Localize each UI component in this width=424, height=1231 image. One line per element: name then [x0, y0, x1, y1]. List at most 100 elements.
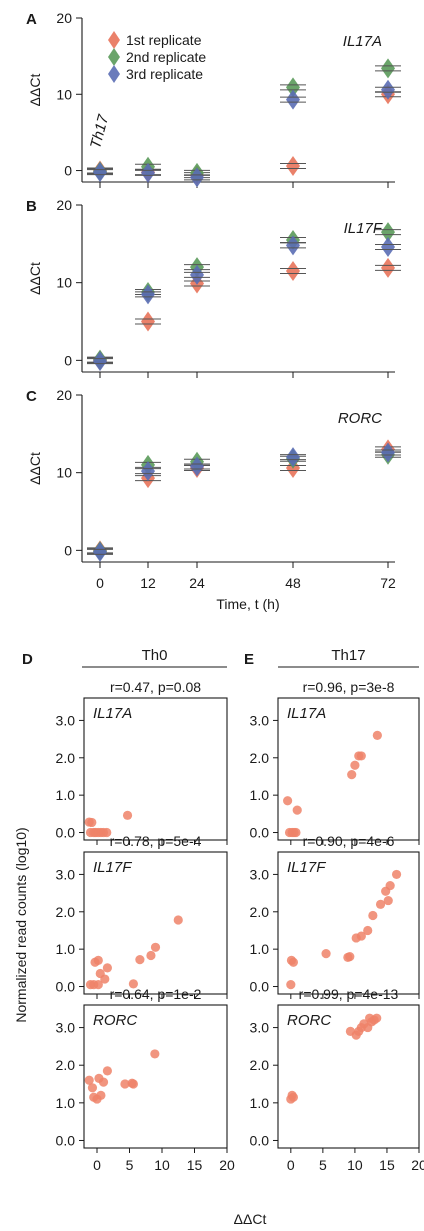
panel-a-letter: A: [26, 11, 37, 28]
panel-a-marker-2: [381, 58, 395, 79]
scatter-th17-il17f-point: [383, 895, 393, 906]
panel-c-y-label: ΔΔCt: [27, 452, 43, 485]
column-title-th17: Th17: [331, 647, 365, 664]
panel-b-marker-3: [190, 264, 204, 285]
panel-c-marker-3: [190, 456, 204, 477]
scatter-th17-il17f-point: [391, 869, 402, 880]
scatter-th0-il17f-point: [93, 980, 103, 990]
panel-a-marker-3: [190, 167, 204, 188]
panel-b-marker-3: [286, 235, 300, 256]
panel-b-marker-3: [93, 351, 107, 372]
panel-c-marker-3: [286, 447, 300, 468]
panel-b-marker-1: [381, 257, 395, 278]
scatter-th0-rorc-y-tick-label: 2.0: [56, 1057, 76, 1073]
scatter-th0-rorc-x-tick-label: 20: [219, 1157, 235, 1173]
scatter-th0-il17f-point: [128, 979, 138, 989]
scatter-th17-il17f-stats: r=0.90, p=4e-6: [303, 833, 395, 849]
scatter-th0-il17a-point: [102, 827, 112, 838]
panel-a-marker-3: [141, 162, 155, 183]
scatter-th17-rorc-x-tick-label: 10: [347, 1157, 363, 1173]
time-tick-label: 24: [189, 575, 205, 591]
scatter-th0-rorc-point: [120, 1079, 130, 1089]
scatter-th0-rorc-point: [128, 1079, 138, 1089]
scatter-th0-il17a-y-tick-label: 2.0: [56, 750, 76, 766]
scatter-th17-il17a-frame: [277, 697, 420, 841]
scatter-th17-il17f-frame: [277, 851, 420, 995]
scatter-th0-il17f-gene: IL17F: [93, 859, 132, 876]
scatter-th0-il17f-frame: [83, 851, 228, 995]
legend-label-2: 2nd replicate: [126, 49, 206, 65]
time-tick-label: 0: [96, 575, 104, 591]
legend-label-3: 3rd replicate: [126, 66, 203, 82]
scatter-th0-il17f-stats: r=0.78, p=5e-4: [110, 833, 202, 849]
scatter-th0-il17a-y-tick-label: 1.0: [56, 787, 76, 803]
scatter-th0-rorc-x-tick-label: 0: [93, 1157, 101, 1173]
legend-marker-2: [108, 48, 120, 66]
panel-b-gene-title: IL17F: [344, 220, 383, 237]
scatter-th17-il17a-y-tick-label: 1.0: [250, 787, 270, 803]
panel-c-gene-title: RORC: [338, 410, 382, 427]
scatter-th17-il17a-point: [350, 760, 360, 770]
scatter-th17-rorc-point: [372, 1013, 382, 1023]
scatter-th17-rorc-x-tick-label: 0: [287, 1157, 295, 1173]
scatter-th0-rorc-point: [98, 1077, 109, 1087]
scatter-th0-il17f-y-tick-label: 2.0: [56, 904, 76, 920]
panel-a-note: Th17: [87, 112, 112, 150]
scatter-th0-rorc-gene: RORC: [93, 1012, 137, 1029]
scatter-th0-il17a-y-tick-label: 3.0: [56, 712, 76, 728]
scatter-th17-il17f-y-tick-label: 3.0: [250, 866, 270, 882]
scatter-th0-rorc-point: [150, 1049, 160, 1059]
scatter-th0-il17f-point: [150, 942, 161, 952]
panel-c-y-tick-label: 20: [56, 387, 72, 403]
panel-b-marker-3: [141, 284, 155, 305]
panel-b-marker-1: [286, 261, 300, 282]
scatter-th17-il17a-stats: r=0.96, p=3e-8: [303, 679, 395, 695]
time-axis-label: Time, t (h): [216, 596, 279, 612]
panel-a-marker-3: [286, 89, 300, 110]
scatter-th0-rorc-x-tick-label: 10: [154, 1157, 170, 1173]
scatter-th17-rorc-point: [288, 1092, 298, 1102]
scatter-th17-il17a-point: [283, 796, 293, 806]
panel-a-marker-2: [286, 77, 300, 98]
scatter-th17-rorc-x-tick-label: 15: [379, 1157, 395, 1173]
scatter-th17-il17f-y-tick-label: 1.0: [250, 941, 270, 957]
scatter-th0-rorc-point: [96, 1090, 106, 1100]
scatter-th17-il17a-point: [356, 751, 366, 761]
panel-c-y-tick-label: 10: [56, 465, 72, 481]
scatter-th0-rorc-point: [84, 1075, 94, 1085]
scatter-th17-il17f-point: [385, 881, 395, 891]
scatter-th0-rorc-x-tick-label: 15: [187, 1157, 203, 1173]
panel-a-marker-3: [93, 162, 107, 183]
scatter-th0-il17a-stats: r=0.47, p=0.08: [110, 679, 201, 695]
panel-c-marker-3: [141, 461, 155, 482]
panel-b-y-tick-label: 10: [56, 275, 72, 291]
scatter-th17-il17f-point: [356, 931, 366, 941]
scatter-th17-il17f-y-tick-label: 2.0: [250, 904, 270, 920]
panel-c-letter: C: [26, 388, 37, 405]
scatter-th17-il17a-point: [292, 805, 302, 815]
legend-marker-1: [108, 31, 120, 49]
panel-d-letter: D: [22, 651, 33, 668]
panel-b-marker-1: [141, 311, 155, 332]
panel-c-marker-3: [93, 541, 107, 562]
panel-a-y-label: ΔΔCt: [27, 74, 43, 107]
scatter-y-label: Normalized read counts (log10): [13, 827, 29, 1022]
panel-b-y-tick-label: 0: [64, 352, 72, 368]
scatter-th17-il17a-y-tick-label: 3.0: [250, 712, 270, 728]
scatter-th0-il17f-point: [93, 955, 103, 965]
scatter-th0-il17f-point: [173, 915, 183, 925]
scatter-th0-rorc-frame: [83, 1004, 228, 1149]
legend-label-1: 1st replicate: [126, 32, 202, 48]
scatter-th0-il17a-point: [87, 817, 97, 828]
scatter-th17-il17a-point: [372, 730, 382, 740]
scatter-th17-rorc-x-tick-label: 20: [411, 1157, 424, 1173]
scatter-th0-rorc-y-tick-label: 3.0: [56, 1020, 76, 1036]
scatter-th0-il17a-gene: IL17A: [93, 705, 132, 722]
scatter-th0-rorc-point: [102, 1066, 112, 1076]
scatter-th17-rorc-y-tick-label: 0.0: [250, 1132, 270, 1148]
scatter-th0-il17f-y-tick-label: 3.0: [56, 866, 76, 882]
scatter-th0-rorc-y-tick-label: 1.0: [56, 1095, 76, 1111]
scatter-th17-il17a-y-tick-label: 2.0: [250, 750, 270, 766]
scatter-th17-rorc-x-tick-label: 5: [319, 1157, 327, 1173]
